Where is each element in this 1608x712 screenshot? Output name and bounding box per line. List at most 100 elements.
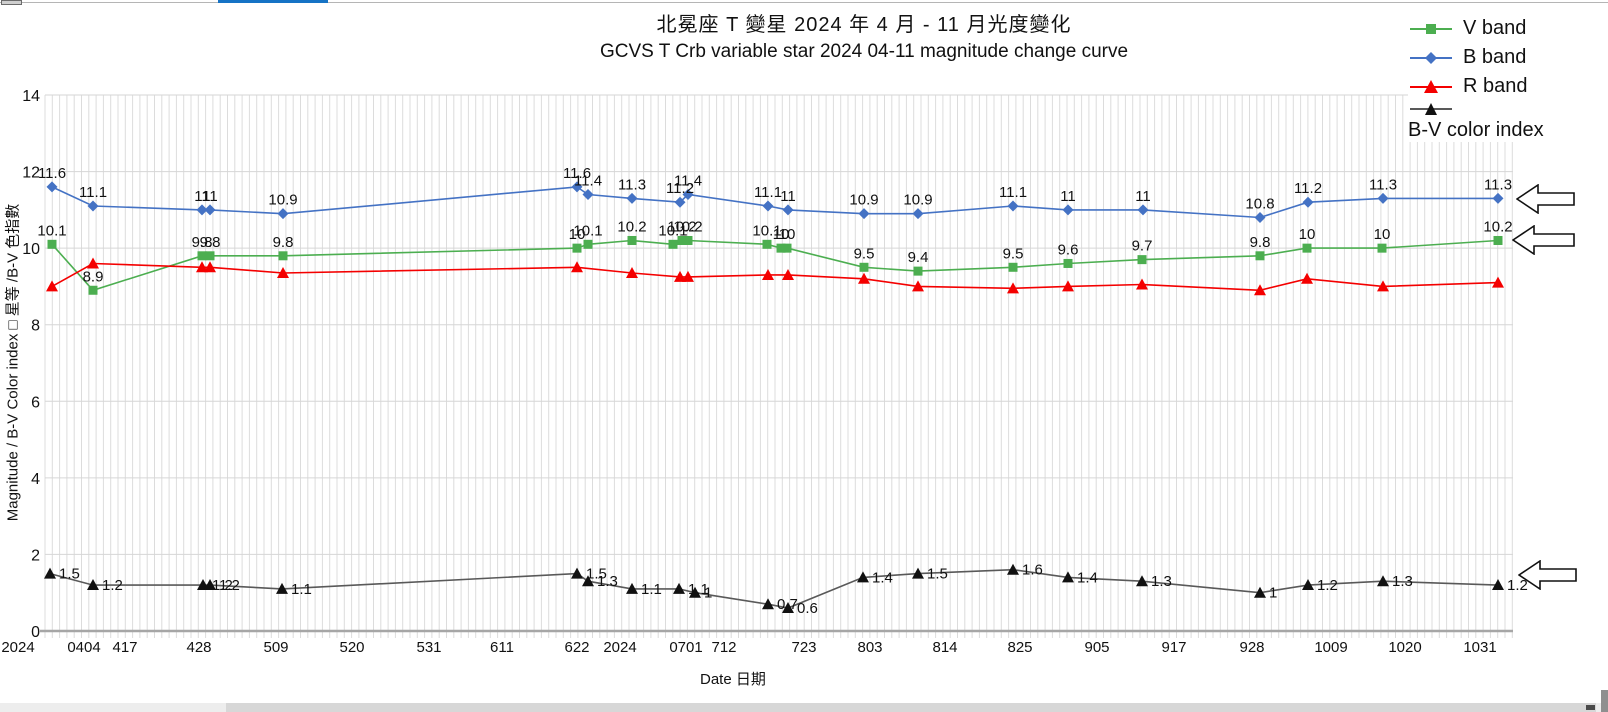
chart-title-zh: 北冕座 T 變星 2024 年 4 月 - 11 月光度變化 bbox=[656, 14, 1072, 36]
svg-text:1.3: 1.3 bbox=[1151, 573, 1172, 590]
window-corner-button[interactable] bbox=[1, 0, 22, 5]
svg-text:2024: 2024 bbox=[1, 639, 34, 656]
svg-text:1.2: 1.2 bbox=[1507, 577, 1528, 594]
svg-text:0.7: 0.7 bbox=[777, 596, 798, 613]
svg-text:622: 622 bbox=[564, 639, 589, 656]
svg-text:417: 417 bbox=[112, 639, 137, 656]
svg-text:825: 825 bbox=[1007, 639, 1032, 656]
legend-label-b-band: B band bbox=[1463, 46, 1527, 68]
svg-text:1.5: 1.5 bbox=[59, 566, 80, 583]
svg-text:10: 10 bbox=[1374, 226, 1391, 243]
svg-text:803: 803 bbox=[857, 639, 882, 656]
legend-label-v-band: V band bbox=[1463, 17, 1527, 39]
callout-arrow-v-band bbox=[1512, 225, 1575, 255]
svg-text:10: 10 bbox=[1299, 226, 1316, 243]
svg-text:1.6: 1.6 bbox=[1022, 562, 1043, 579]
browser-tab-strip bbox=[218, 0, 328, 3]
chart-legend: V band B band R band B-V color index bbox=[1408, 14, 1608, 142]
svg-text:11.1: 11.1 bbox=[79, 184, 107, 201]
svg-text:10: 10 bbox=[569, 226, 586, 243]
callout-arrow-bv-index bbox=[1518, 560, 1577, 590]
svg-text:1.2: 1.2 bbox=[212, 577, 233, 594]
svg-text:917: 917 bbox=[1161, 639, 1186, 656]
svg-text:11.3: 11.3 bbox=[1369, 176, 1397, 193]
legend-item-r-band: R band bbox=[1408, 72, 1608, 101]
svg-text:723: 723 bbox=[791, 639, 816, 656]
y-axis-title: Magnitude / B-V Color index □ 星等 /B-V 色指… bbox=[4, 203, 22, 522]
svg-text:9.5: 9.5 bbox=[1003, 245, 1024, 262]
svg-text:8.9: 8.9 bbox=[83, 268, 104, 285]
series-r-band bbox=[46, 257, 1504, 296]
svg-text:0701: 0701 bbox=[669, 639, 702, 656]
svg-text:9.4: 9.4 bbox=[908, 249, 929, 266]
svg-text:1.3: 1.3 bbox=[597, 573, 618, 590]
svg-text:10.1: 10.1 bbox=[752, 222, 781, 239]
svg-text:2: 2 bbox=[31, 547, 40, 564]
svg-text:1009: 1009 bbox=[1314, 639, 1347, 656]
v-band-marker-icon bbox=[1410, 23, 1452, 34]
svg-text:0.6: 0.6 bbox=[797, 600, 818, 617]
mouse-cursor bbox=[1586, 705, 1595, 710]
svg-text:14: 14 bbox=[22, 88, 40, 105]
svg-text:1: 1 bbox=[1269, 585, 1277, 602]
svg-text:10: 10 bbox=[22, 241, 40, 258]
svg-text:1020: 1020 bbox=[1388, 639, 1421, 656]
svg-text:520: 520 bbox=[339, 639, 364, 656]
legend-label-r-band: R band bbox=[1463, 75, 1528, 97]
x-axis-title: Date 日期 bbox=[700, 671, 766, 688]
svg-text:11: 11 bbox=[1135, 188, 1151, 205]
b-band-marker-icon bbox=[1410, 51, 1452, 64]
scrollbar-corner bbox=[1601, 690, 1608, 712]
svg-text:11.1: 11.1 bbox=[999, 184, 1027, 201]
svg-text:4: 4 bbox=[31, 471, 40, 488]
svg-text:10.9: 10.9 bbox=[903, 192, 932, 209]
svg-text:10.1: 10.1 bbox=[658, 222, 687, 239]
svg-text:1.2: 1.2 bbox=[102, 577, 123, 594]
svg-text:11: 11 bbox=[202, 188, 218, 205]
x-tick-labels: 2024 0404 417 428 509 520 531 611 622 2024 0701 712… bbox=[1, 639, 1496, 656]
svg-text:10.8: 10.8 bbox=[1245, 196, 1274, 213]
svg-text:11.2: 11.2 bbox=[1294, 180, 1322, 197]
bv-index-marker-icon bbox=[1410, 103, 1452, 115]
svg-text:10.2: 10.2 bbox=[617, 219, 646, 236]
svg-text:10.2: 10.2 bbox=[673, 219, 702, 236]
svg-text:9.8: 9.8 bbox=[1250, 234, 1271, 251]
svg-text:10.2: 10.2 bbox=[667, 219, 696, 236]
svg-text:0404: 0404 bbox=[67, 639, 100, 656]
window-top-edge bbox=[0, 2, 1608, 3]
svg-text:11.2: 11.2 bbox=[666, 180, 694, 197]
svg-text:10.9: 10.9 bbox=[268, 192, 297, 209]
y-tick-labels: 14 12 10 8 6 4 2 0 bbox=[22, 88, 40, 641]
svg-text:1.5: 1.5 bbox=[927, 566, 948, 583]
svg-text:11.1: 11.1 bbox=[754, 184, 782, 201]
horizontal-scrollbar-thumb[interactable] bbox=[226, 703, 1596, 712]
series-b-v-color-index: 1.51.2 1.21.2 1.11.51.3 1.1 1.110.7 0.61.4 1.5… bbox=[44, 562, 1528, 617]
svg-text:8: 8 bbox=[31, 318, 40, 335]
svg-text:10.1: 10.1 bbox=[37, 222, 66, 239]
svg-text:11.4: 11.4 bbox=[674, 173, 702, 190]
svg-text:712: 712 bbox=[711, 639, 736, 656]
svg-text:10.1: 10.1 bbox=[573, 222, 602, 239]
svg-text:1031: 1031 bbox=[1463, 639, 1496, 656]
svg-text:11: 11 bbox=[780, 188, 796, 205]
svg-text:509: 509 bbox=[263, 639, 288, 656]
svg-text:1.1: 1.1 bbox=[291, 581, 312, 598]
legend-label-bv-index: B-V color index bbox=[1408, 119, 1544, 141]
svg-text:531: 531 bbox=[416, 639, 441, 656]
svg-text:928: 928 bbox=[1239, 639, 1264, 656]
svg-text:428: 428 bbox=[186, 639, 211, 656]
svg-text:1.1: 1.1 bbox=[688, 581, 709, 598]
svg-text:10.9: 10.9 bbox=[849, 192, 878, 209]
svg-text:2024: 2024 bbox=[603, 639, 636, 656]
svg-text:11.4: 11.4 bbox=[574, 173, 602, 190]
svg-text:9.8: 9.8 bbox=[200, 234, 221, 251]
chart-title-en: GCVS T Crb variable star 2024 04-11 magn… bbox=[599, 41, 1129, 62]
svg-text:11.3: 11.3 bbox=[1484, 176, 1512, 193]
chart-title-block: 北冕座 T 變星 2024 年 4 月 - 11 月光度變化 GCVS T Cr… bbox=[0, 8, 1608, 63]
svg-text:10: 10 bbox=[779, 226, 796, 243]
svg-text:1.4: 1.4 bbox=[872, 569, 893, 586]
